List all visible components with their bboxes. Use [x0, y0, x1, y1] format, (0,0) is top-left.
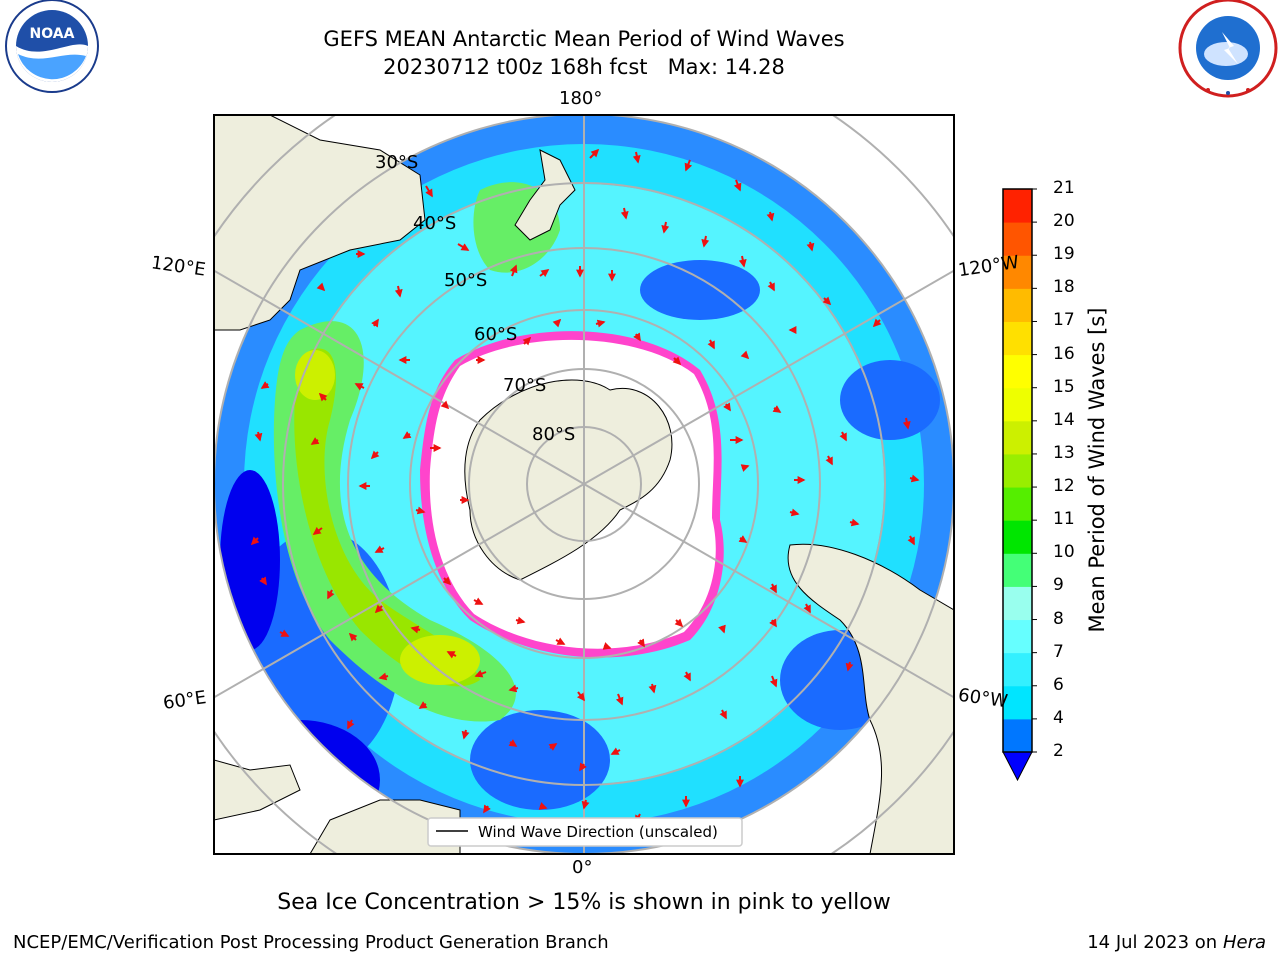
chart-subtitle: 20230712 t00z 168h fcst Max: 14.28 — [383, 55, 785, 79]
lon-label-0: 0° — [572, 857, 593, 878]
colorbar-segment — [1003, 420, 1032, 455]
colorbar — [1002, 188, 1037, 782]
colorbar-tick-label: 8 — [1053, 608, 1064, 629]
colorbar-tick-label: 18 — [1053, 277, 1075, 298]
colorbar-tick-label: 21 — [1053, 178, 1075, 198]
colorbar-segment — [1003, 288, 1032, 322]
colorbar-segment — [1003, 321, 1032, 356]
colorbar-tick-label: 11 — [1053, 509, 1075, 530]
svg-text:Wind Wave Direction (unscaled): Wind Wave Direction (unscaled) — [478, 823, 718, 841]
lat-label-70s: 70°S — [503, 375, 547, 396]
colorbar-tick-label: 17 — [1053, 310, 1075, 331]
wind-wave-arrows — [250, 148, 920, 824]
colorbar-tick-label: 20 — [1053, 211, 1075, 232]
antarctica-landmass — [464, 379, 673, 581]
colorbar-segment — [1003, 520, 1032, 554]
colorbar-tick-label: 14 — [1053, 409, 1075, 430]
colorbar-tick-label: 15 — [1053, 376, 1075, 397]
colorbar-segment — [1003, 685, 1032, 720]
colorbar-segment — [1003, 222, 1032, 256]
colorbar-segment — [1003, 354, 1032, 389]
colorbar-segment — [1003, 255, 1032, 289]
colorbar-tick-label: 2 — [1053, 741, 1064, 761]
colorbar-segment — [1003, 189, 1032, 223]
colorbar-tick-label: 9 — [1053, 575, 1064, 596]
svg-text:NOAA: NOAA — [30, 26, 75, 42]
colorbar-tick-label: 12 — [1053, 476, 1075, 497]
colorbar-segment — [1003, 387, 1032, 422]
colorbar-tick-label: 7 — [1053, 641, 1064, 662]
map-legend: Wind Wave Direction (unscaled) — [427, 817, 743, 847]
colorbar-tick-label: 10 — [1053, 542, 1075, 563]
sea-ice-note: Sea Ice Concentration > 15% is shown in … — [277, 890, 891, 915]
colorbar-border — [1002, 188, 1033, 753]
map-frame — [213, 114, 955, 855]
colorbar-segment — [1003, 453, 1032, 488]
continents — [214, 115, 954, 854]
nws-logo — [1178, 0, 1278, 98]
footer-host: Hera — [1222, 932, 1266, 953]
colorbar-segment — [1003, 718, 1032, 753]
lat-label-50s: 50°S — [444, 270, 488, 291]
footer-date-text: 14 Jul 2023 on — [1087, 932, 1223, 953]
colorbar-segment — [1003, 487, 1032, 521]
lat-label-40s: 40°S — [413, 213, 457, 234]
colorbar-segment — [1003, 652, 1032, 687]
graticule — [214, 115, 954, 854]
lat-label-80s: 80°S — [532, 424, 576, 445]
footer-date: 14 Jul 2023 on Hera — [1087, 932, 1266, 953]
colorbar-segment — [1003, 619, 1032, 654]
lat-label-60s: 60°S — [474, 324, 518, 345]
colorbar-tick-label: 19 — [1053, 244, 1075, 265]
colorbar-tick-label: 16 — [1053, 343, 1075, 364]
colorbar-label: Mean Period of Wind Waves [s] — [1085, 307, 1109, 633]
colorbar-tick-label: 13 — [1053, 442, 1075, 463]
colorbar-segment — [1003, 586, 1032, 621]
lat-label-30s: 30°S — [375, 152, 419, 173]
colorbar-segment — [1003, 553, 1032, 587]
colorbar-tick-label: 6 — [1053, 674, 1064, 695]
colorbar-tick-label: 4 — [1053, 707, 1064, 728]
footer-credit: NCEP/EMC/Verification Post Processing Pr… — [13, 932, 609, 953]
noaa-logo: NOAA — [5, 0, 99, 93]
chart-title: GEFS MEAN Antarctic Mean Period of Wind … — [323, 27, 845, 51]
lon-label-180: 180° — [559, 88, 603, 109]
colorbar-underflow — [1002, 751, 1033, 782]
